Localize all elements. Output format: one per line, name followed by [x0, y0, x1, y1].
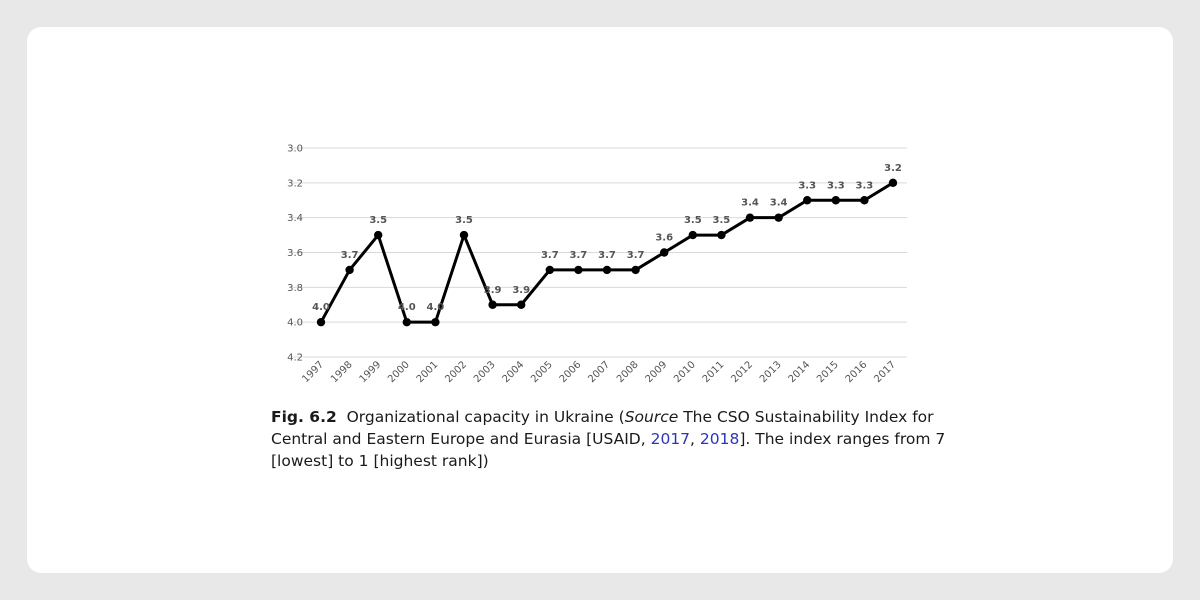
x-tick-label: 2014	[787, 359, 813, 385]
x-tick-label: 2001	[415, 359, 441, 385]
x-tick-label: 2011	[701, 359, 727, 385]
data-point	[660, 248, 669, 257]
data-label: 3.6	[655, 233, 673, 244]
x-tick-label: 2015	[815, 359, 841, 385]
data-label: 3.3	[827, 180, 845, 191]
x-tick-label: 2012	[729, 359, 755, 385]
figure-caption: Fig. 6.2 Organizational capacity in Ukra…	[271, 406, 951, 472]
data-point	[803, 196, 812, 205]
data-label: 3.9	[484, 285, 502, 296]
data-label: 3.5	[713, 215, 731, 226]
data-label: 4.0	[312, 302, 330, 313]
data-label: 3.3	[798, 180, 816, 191]
data-point	[517, 300, 526, 309]
x-tick-label: 2005	[529, 359, 555, 385]
data-point	[402, 317, 411, 327]
data-point	[717, 230, 726, 240]
x-tick-label: 2010	[672, 359, 698, 385]
data-label: 3.7	[570, 250, 588, 261]
data-point	[488, 300, 497, 309]
data-point	[545, 265, 554, 275]
data-point	[688, 230, 697, 240]
x-tick-label: 2003	[472, 359, 498, 385]
x-tick-label: 1997	[300, 359, 326, 385]
x-tick-label: 2008	[615, 359, 641, 385]
caption-source-label: Source	[624, 408, 679, 426]
data-point	[574, 265, 583, 275]
data-point	[831, 196, 840, 205]
data-point	[316, 317, 326, 327]
x-tick-label: 2000	[386, 359, 412, 385]
data-point	[602, 265, 612, 275]
x-tick-label: 2007	[586, 359, 612, 385]
data-label: 3.4	[770, 198, 788, 209]
data-point	[374, 230, 383, 240]
caption-text-2: The CSO Sustainability Index for Central…	[271, 408, 934, 448]
reference-link-2017[interactable]: 2017	[650, 430, 691, 448]
x-tick-label: 1998	[329, 359, 355, 385]
x-tick-label: 2002	[443, 359, 469, 385]
figure-card: 3.0 3.2 3.4 3.6 3.8 4.0 4.2 1997 1998 1999 2000 200…	[27, 27, 1173, 573]
data-point	[888, 178, 898, 188]
data-point	[745, 213, 755, 222]
data-point	[631, 265, 640, 275]
caption-text-1: Organizational capacity in Ukraine (	[346, 408, 625, 426]
data-label: 3.3	[856, 180, 874, 191]
caption-separator: ,	[690, 430, 700, 448]
caption-text-3: ]. The index ranges from 7 [lowest] to 1…	[271, 430, 946, 470]
y-tick-label: 4.0	[287, 318, 303, 329]
y-tick-label: 3.6	[287, 248, 303, 259]
y-tick-label: 3.2	[287, 178, 303, 189]
data-point	[431, 317, 440, 327]
data-label: 3.2	[884, 163, 902, 174]
data-label: 3.5	[455, 215, 473, 226]
y-tick-label: 3.4	[287, 213, 303, 224]
x-tick-label: 2004	[501, 359, 527, 385]
data-label: 3.7	[541, 250, 559, 261]
x-tick-label: 2017	[872, 359, 898, 385]
reference-link-2018[interactable]: 2018	[699, 430, 740, 448]
data-point	[774, 213, 783, 222]
data-point	[345, 265, 354, 275]
data-label: 3.5	[684, 215, 702, 226]
y-tick-label: 3.0	[287, 144, 303, 155]
data-label: 3.9	[512, 285, 530, 296]
y-tick-label: 3.8	[287, 283, 303, 294]
data-label: 3.7	[627, 250, 645, 261]
data-label: 3.5	[369, 215, 387, 226]
data-point	[860, 196, 869, 205]
data-label: 3.7	[598, 250, 616, 261]
data-label: 3.7	[341, 250, 359, 261]
x-tick-label: 2006	[558, 359, 584, 385]
data-label: 4.0	[398, 302, 416, 313]
x-tick-label: 1999	[358, 359, 384, 385]
data-label: 4.0	[427, 302, 445, 313]
x-tick-label: 2009	[644, 359, 670, 385]
figure-label: Fig. 6.2	[271, 408, 337, 426]
x-tick-label: 2013	[758, 359, 784, 385]
y-tick-label: 4.2	[287, 353, 303, 364]
data-point	[459, 230, 469, 240]
x-tick-label: 2016	[844, 359, 870, 385]
data-label: 3.4	[741, 198, 759, 209]
